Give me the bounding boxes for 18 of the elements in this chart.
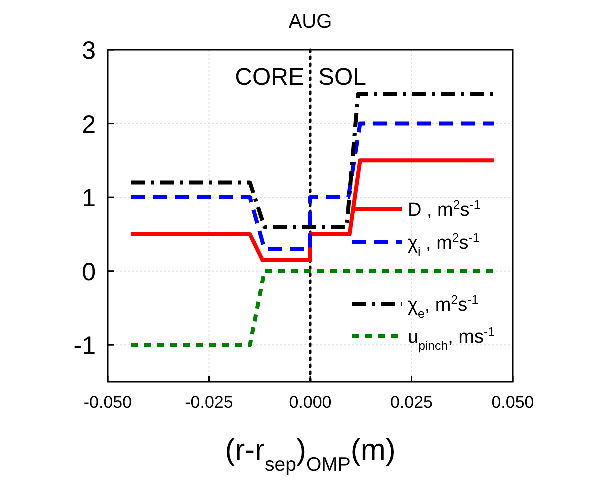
- legend-label: D , m$^{2}$s$^{-1}$: [408, 198, 481, 221]
- x-tick-label: 0.025: [390, 393, 434, 412]
- y-tick-label: 2: [82, 110, 96, 139]
- x-tick-label: -0.025: [185, 393, 234, 412]
- y-tick-label: 3: [82, 37, 96, 65]
- x-tick-label: -0.050: [84, 393, 132, 412]
- x-tick-label: 0.000: [289, 393, 332, 412]
- legend-label: χ$_{e}$, m$^{2}$s$^{-1}$: [408, 293, 479, 321]
- annotation: CORE: [235, 64, 304, 91]
- y-tick-label: 1: [82, 184, 96, 213]
- y-tick-label: 0: [82, 258, 96, 286]
- legend-label: χ$_{i}$ , m$^{2}$s$^{-1}$: [408, 231, 480, 259]
- annotation: SOL: [318, 64, 367, 91]
- legend-label: u$_{pinch}$, ms$^{-1}$: [408, 325, 496, 353]
- x-tick-label: 0.050: [492, 393, 534, 412]
- chart-title: AUG: [288, 11, 332, 33]
- y-tick-label: -1: [74, 332, 96, 360]
- x-axis-title: (r-r$_{sep}$)$_{OMP}$(m): [225, 434, 396, 476]
